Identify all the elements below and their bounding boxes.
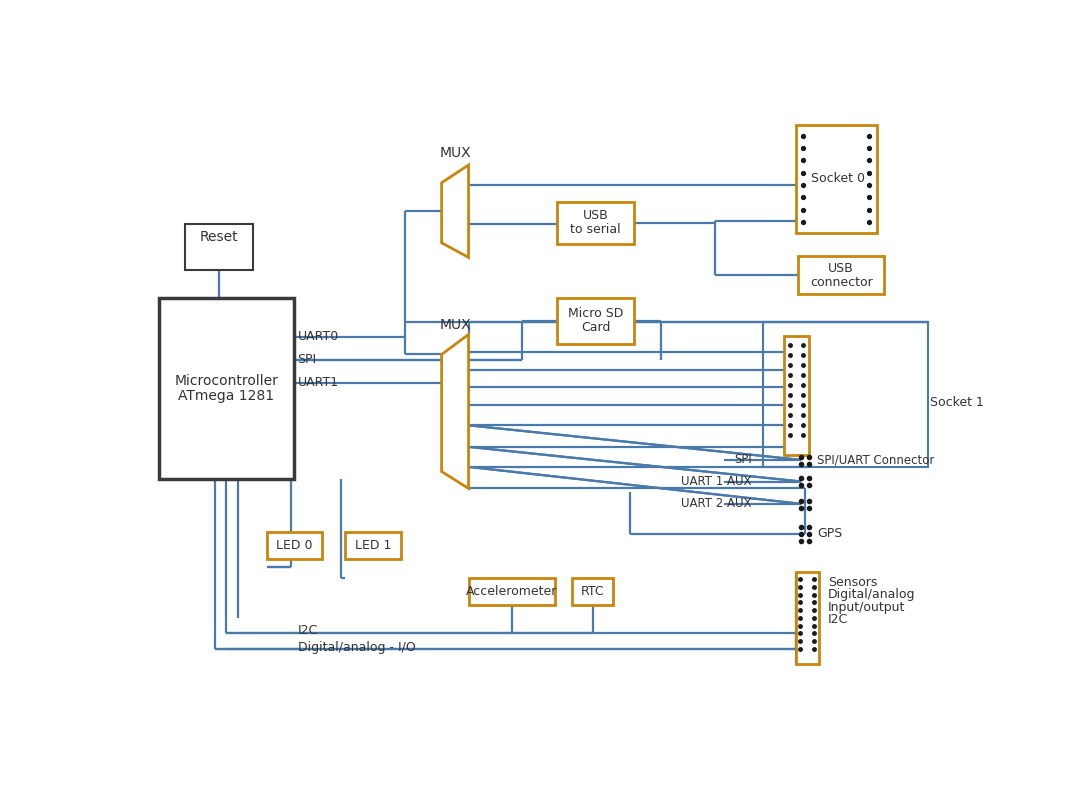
Text: I2C: I2C <box>298 624 318 637</box>
Bar <box>345 531 401 559</box>
Text: I2C: I2C <box>828 613 848 626</box>
Text: Socket 0: Socket 0 <box>811 173 865 185</box>
Text: to serial: to serial <box>570 223 621 236</box>
Bar <box>185 224 253 270</box>
Text: Card: Card <box>581 321 610 334</box>
Text: MUX: MUX <box>439 146 471 159</box>
Text: Accelerometer: Accelerometer <box>466 585 557 598</box>
Bar <box>266 531 322 559</box>
Bar <box>796 571 819 664</box>
Text: connector: connector <box>810 276 872 289</box>
Bar <box>762 322 928 467</box>
Text: Input/output: Input/output <box>828 601 906 614</box>
Bar <box>798 256 884 294</box>
Text: SPI/UART Connector: SPI/UART Connector <box>817 454 935 466</box>
Text: GPS: GPS <box>817 528 843 540</box>
Polygon shape <box>442 334 469 488</box>
Text: LED 1: LED 1 <box>355 539 391 552</box>
Text: ATmega 1281: ATmega 1281 <box>178 389 275 403</box>
Text: SPI: SPI <box>298 353 317 367</box>
Text: SPI: SPI <box>734 454 752 466</box>
Bar <box>160 298 293 479</box>
Bar <box>557 298 634 345</box>
Text: Digital/analog - I/O: Digital/analog - I/O <box>298 641 415 654</box>
Text: Reset: Reset <box>199 231 238 244</box>
Text: UART1: UART1 <box>298 377 338 389</box>
Bar <box>784 336 808 455</box>
Text: MUX: MUX <box>439 318 471 332</box>
Text: USB: USB <box>828 262 854 276</box>
Text: Sensors: Sensors <box>828 576 877 589</box>
Text: Micro SD: Micro SD <box>568 307 623 320</box>
Bar <box>469 578 555 605</box>
Text: RTC: RTC <box>581 585 605 598</box>
Bar <box>557 202 634 244</box>
Text: Digital/analog: Digital/analog <box>828 588 915 601</box>
Bar <box>572 578 612 605</box>
Text: USB: USB <box>583 210 608 222</box>
Text: UART0: UART0 <box>298 330 338 343</box>
Bar <box>796 125 876 233</box>
Polygon shape <box>442 165 469 257</box>
Text: UART 2 AUX: UART 2 AUX <box>681 498 752 510</box>
Text: LED 0: LED 0 <box>276 539 313 552</box>
Text: UART 1 AUX: UART 1 AUX <box>681 475 752 488</box>
Text: Microcontroller: Microcontroller <box>175 374 278 388</box>
Text: Socket 1: Socket 1 <box>929 396 983 409</box>
